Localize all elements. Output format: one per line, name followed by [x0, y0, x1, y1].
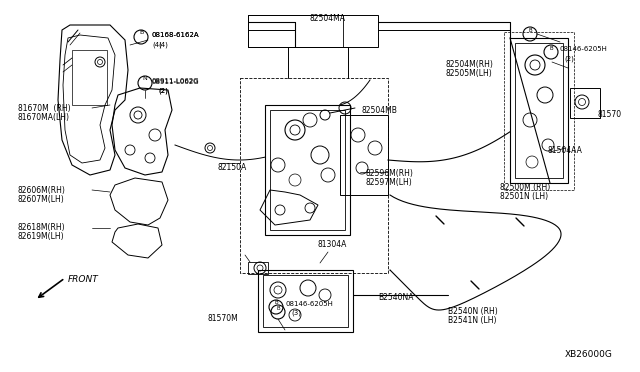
Bar	[248, 15, 343, 47]
Text: XB26000G: XB26000G	[565, 350, 613, 359]
Text: 81670MA(LH): 81670MA(LH)	[18, 113, 70, 122]
Bar	[258, 270, 353, 332]
Text: 82504M(RH): 82504M(RH)	[445, 60, 493, 69]
Text: B: B	[140, 31, 144, 35]
Text: (2): (2)	[158, 87, 168, 93]
Bar	[504, 32, 574, 190]
Text: 82504MB: 82504MB	[362, 106, 398, 115]
Text: (2): (2)	[564, 55, 574, 61]
Bar	[72, 50, 107, 105]
Text: 08146-6205H: 08146-6205H	[285, 301, 333, 307]
Text: B: B	[549, 45, 553, 51]
Text: (2): (2)	[158, 88, 168, 94]
Bar	[263, 275, 348, 327]
Text: 81570M: 81570M	[208, 314, 239, 323]
Text: 82597M(LH): 82597M(LH)	[365, 178, 412, 187]
Bar	[248, 262, 268, 274]
Text: 82618M(RH): 82618M(RH)	[18, 223, 66, 232]
Text: 82596M(RH): 82596M(RH)	[365, 169, 413, 178]
Text: 81570: 81570	[598, 110, 622, 119]
Text: FRONT: FRONT	[68, 276, 99, 285]
Bar	[265, 105, 350, 235]
Bar	[570, 88, 600, 118]
Text: (4): (4)	[152, 41, 162, 48]
Text: 81504AA: 81504AA	[548, 146, 583, 155]
Text: 81304A: 81304A	[318, 240, 348, 249]
Text: 82504MA: 82504MA	[310, 14, 346, 23]
Text: B2540N (RH): B2540N (RH)	[448, 307, 498, 316]
Bar	[248, 15, 378, 47]
Text: 08146-6205H: 08146-6205H	[560, 46, 608, 52]
Bar	[515, 43, 563, 178]
Text: 08168-6162A: 08168-6162A	[152, 32, 200, 38]
Bar	[340, 115, 388, 195]
Bar	[510, 38, 568, 183]
Text: 81670M  (RH): 81670M (RH)	[18, 104, 70, 113]
Text: 08911-L062G: 08911-L062G	[152, 78, 200, 84]
Text: (3): (3)	[291, 310, 301, 317]
Text: B2541N (LH): B2541N (LH)	[448, 316, 497, 325]
Text: B: B	[274, 301, 278, 305]
Text: N: N	[143, 77, 147, 81]
Text: 82150A: 82150A	[218, 163, 247, 172]
Text: (4): (4)	[158, 41, 168, 48]
Text: B2540NA: B2540NA	[378, 293, 413, 302]
Bar	[240, 78, 388, 273]
Text: B: B	[528, 28, 532, 32]
Text: B: B	[276, 305, 280, 311]
Bar	[270, 110, 345, 230]
Text: 82500M (RH): 82500M (RH)	[500, 183, 550, 192]
Text: 82505M(LH): 82505M(LH)	[445, 69, 492, 78]
Text: 82607M(LH): 82607M(LH)	[18, 195, 65, 204]
Text: 82619M(LH): 82619M(LH)	[18, 232, 65, 241]
Text: 82606M(RH): 82606M(RH)	[18, 186, 66, 195]
Text: 08911-L062G: 08911-L062G	[152, 79, 200, 85]
Text: 08168-6162A: 08168-6162A	[152, 32, 200, 38]
Text: 82501N (LH): 82501N (LH)	[500, 192, 548, 201]
